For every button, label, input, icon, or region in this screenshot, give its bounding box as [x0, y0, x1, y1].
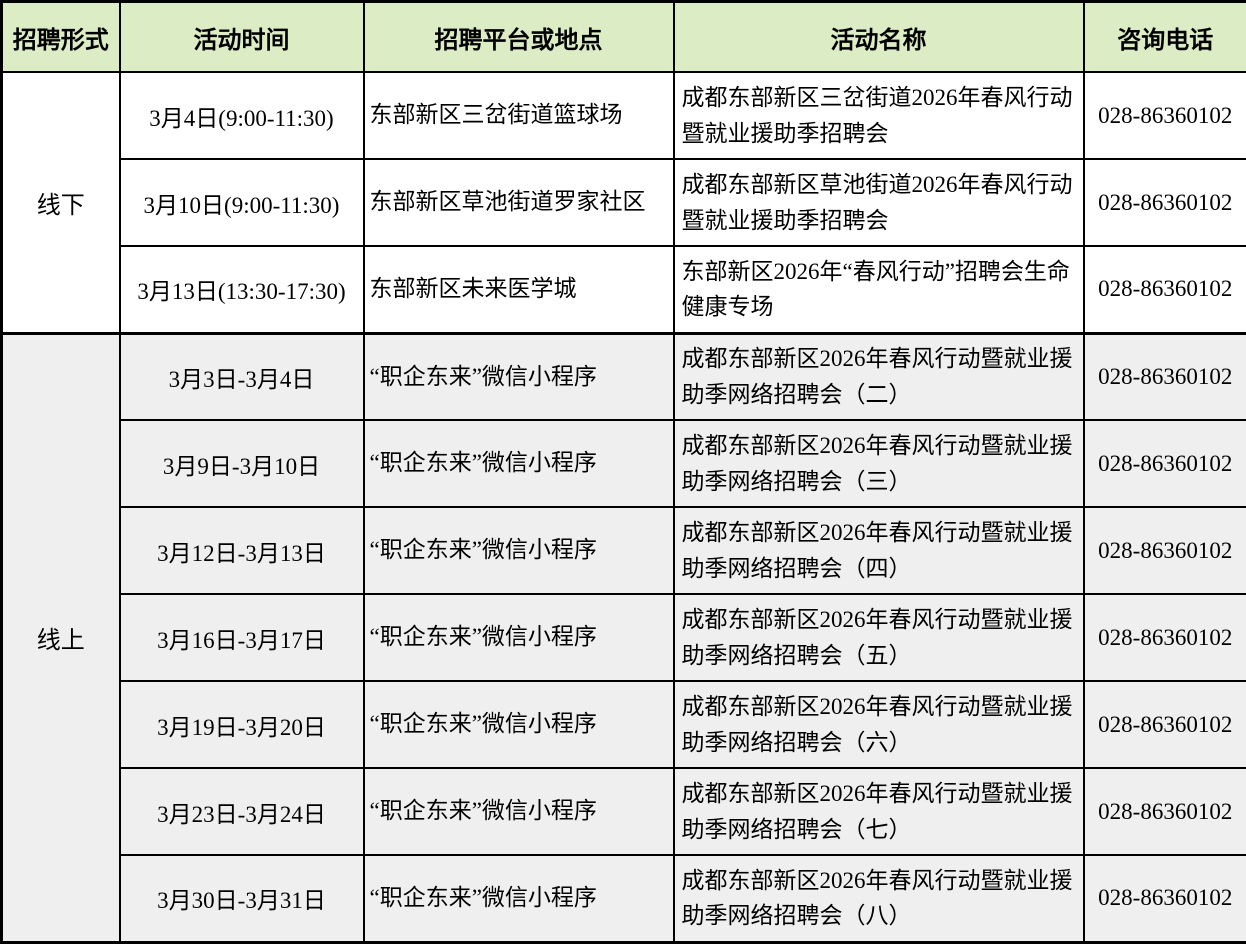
event-name-cell: 东部新区2026年“春风行动”招聘会生命健康专场 [674, 246, 1084, 333]
platform-cell: “职企东来”微信小程序 [364, 855, 674, 942]
time-cell: 3月4日(9:00-11:30) [120, 72, 364, 159]
phone-cell: 028-86360102 [1084, 681, 1246, 768]
phone-cell: 028-86360102 [1084, 246, 1246, 333]
table-row: 3月30日-3月31日 “职企东来”微信小程序 成都东部新区2026年春风行动暨… [2, 855, 1246, 942]
time-cell: 3月19日-3月20日 [120, 681, 364, 768]
event-name-cell: 成都东部新区三岔街道2026年春风行动暨就业援助季招聘会 [674, 72, 1084, 159]
offline-group: 线下 3月4日(9:00-11:30) 东部新区三岔街道篮球场 成都东部新区三岔… [2, 72, 1246, 333]
event-name-cell: 成都东部新区2026年春风行动暨就业援助季网络招聘会（二） [674, 333, 1084, 420]
header-cell-phone: 咨询电话 [1084, 2, 1246, 73]
table-row: 3月16日-3月17日 “职企东来”微信小程序 成都东部新区2026年春风行动暨… [2, 594, 1246, 681]
platform-cell: “职企东来”微信小程序 [364, 594, 674, 681]
table-row: 3月12日-3月13日 “职企东来”微信小程序 成都东部新区2026年春风行动暨… [2, 507, 1246, 594]
table-row: 3月9日-3月10日 “职企东来”微信小程序 成都东部新区2026年春风行动暨就… [2, 420, 1246, 507]
platform-cell: “职企东来”微信小程序 [364, 333, 674, 420]
event-name-cell: 成都东部新区2026年春风行动暨就业援助季网络招聘会（八） [674, 855, 1084, 942]
event-name-cell: 成都东部新区草池街道2026年春风行动暨就业援助季招聘会 [674, 159, 1084, 246]
table-header-row: 招聘形式 活动时间 招聘平台或地点 活动名称 咨询电话 [2, 2, 1246, 73]
table-row: 3月13日(13:30-17:30) 东部新区未来医学城 东部新区2026年“春… [2, 246, 1246, 333]
phone-cell: 028-86360102 [1084, 507, 1246, 594]
form-cell-online: 线上 [2, 333, 120, 942]
event-name-cell: 成都东部新区2026年春风行动暨就业援助季网络招聘会（七） [674, 768, 1084, 855]
platform-cell: 东部新区三岔街道篮球场 [364, 72, 674, 159]
table-row: 线上 3月3日-3月4日 “职企东来”微信小程序 成都东部新区2026年春风行动… [2, 333, 1246, 420]
header-cell-platform-or-location: 招聘平台或地点 [364, 2, 674, 73]
platform-cell: “职企东来”微信小程序 [364, 420, 674, 507]
table-row: 线下 3月4日(9:00-11:30) 东部新区三岔街道篮球场 成都东部新区三岔… [2, 72, 1246, 159]
time-cell: 3月3日-3月4日 [120, 333, 364, 420]
time-cell: 3月30日-3月31日 [120, 855, 364, 942]
time-cell: 3月12日-3月13日 [120, 507, 364, 594]
header-cell-event-time: 活动时间 [120, 2, 364, 73]
event-name-cell: 成都东部新区2026年春风行动暨就业援助季网络招聘会（五） [674, 594, 1084, 681]
phone-cell: 028-86360102 [1084, 855, 1246, 942]
online-group: 线上 3月3日-3月4日 “职企东来”微信小程序 成都东部新区2026年春风行动… [2, 333, 1246, 942]
event-name-cell: 成都东部新区2026年春风行动暨就业援助季网络招聘会（三） [674, 420, 1084, 507]
event-name-cell: 成都东部新区2026年春风行动暨就业援助季网络招聘会（四） [674, 507, 1084, 594]
phone-cell: 028-86360102 [1084, 420, 1246, 507]
platform-cell: 东部新区未来医学城 [364, 246, 674, 333]
platform-cell: 东部新区草池街道罗家社区 [364, 159, 674, 246]
time-cell: 3月23日-3月24日 [120, 768, 364, 855]
phone-cell: 028-86360102 [1084, 768, 1246, 855]
phone-cell: 028-86360102 [1084, 594, 1246, 681]
platform-cell: “职企东来”微信小程序 [364, 681, 674, 768]
header-cell-recruitment-form: 招聘形式 [2, 2, 120, 73]
time-cell: 3月16日-3月17日 [120, 594, 364, 681]
time-cell: 3月9日-3月10日 [120, 420, 364, 507]
phone-cell: 028-86360102 [1084, 159, 1246, 246]
phone-cell: 028-86360102 [1084, 333, 1246, 420]
time-cell: 3月13日(13:30-17:30) [120, 246, 364, 333]
table-row: 3月23日-3月24日 “职企东来”微信小程序 成都东部新区2026年春风行动暨… [2, 768, 1246, 855]
header-cell-event-name: 活动名称 [674, 2, 1084, 73]
form-cell-offline: 线下 [2, 72, 120, 333]
time-cell: 3月10日(9:00-11:30) [120, 159, 364, 246]
table-row: 3月10日(9:00-11:30) 东部新区草池街道罗家社区 成都东部新区草池街… [2, 159, 1246, 246]
platform-cell: “职企东来”微信小程序 [364, 507, 674, 594]
platform-cell: “职企东来”微信小程序 [364, 768, 674, 855]
phone-cell: 028-86360102 [1084, 72, 1246, 159]
table-row: 3月19日-3月20日 “职企东来”微信小程序 成都东部新区2026年春风行动暨… [2, 681, 1246, 768]
event-name-cell: 成都东部新区2026年春风行动暨就业援助季网络招聘会（六） [674, 681, 1084, 768]
